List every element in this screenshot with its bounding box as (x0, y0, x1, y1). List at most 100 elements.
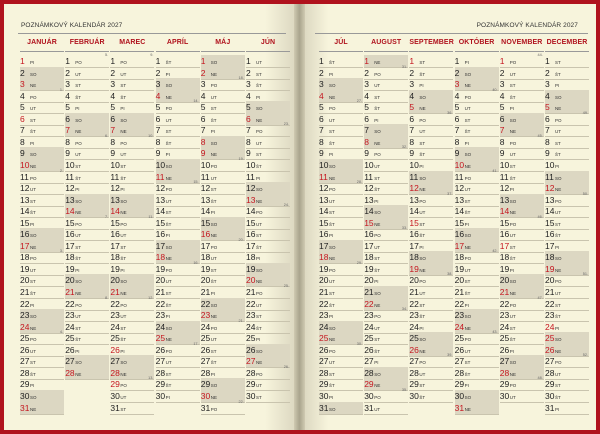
day-cell[interactable]: 16 UT (65, 228, 110, 242)
day-cell[interactable]: 1 ŠT (155, 55, 200, 68)
day-cell[interactable]: 29 NE (364, 378, 409, 392)
day-cell[interactable]: 29 ST (545, 378, 589, 392)
day-cell[interactable]: 14 NE (65, 205, 110, 219)
day-cell[interactable]: 9 ST (246, 147, 290, 161)
day-cell[interactable]: 19 UT (454, 263, 499, 276)
day-cell[interactable]: 19 ST (200, 263, 245, 276)
day-cell[interactable]: 7 ST (155, 124, 200, 138)
day-cell[interactable]: 4 PO 40. (454, 88, 499, 103)
day-cell[interactable]: 10 NE (20, 158, 64, 172)
day-cell[interactable]: 2 NE (200, 66, 245, 80)
day-cell[interactable]: 31 PI (545, 402, 589, 415)
day-cell[interactable]: 2 UT (499, 67, 544, 80)
day-cell[interactable]: 28 UT (409, 367, 454, 380)
day-cell[interactable]: 31 SO (319, 401, 363, 415)
day-cell[interactable]: 22 PO 8. (65, 296, 110, 311)
day-cell[interactable]: 10 ST (110, 159, 155, 172)
day-cell[interactable]: 15 PO 7. (65, 215, 110, 230)
day-cell[interactable]: 8 NE (364, 135, 409, 149)
day-cell[interactable]: 5 UT (20, 101, 64, 115)
day-cell[interactable]: 18 NE (155, 251, 200, 265)
day-cell[interactable]: 20 ST (20, 274, 64, 288)
day-cell[interactable]: 30 ST (246, 390, 290, 403)
day-cell[interactable]: 1 ST (545, 55, 589, 68)
day-cell[interactable]: 26 ŠT (364, 344, 409, 357)
day-cell[interactable]: 29 PO 13. (110, 376, 155, 392)
day-cell[interactable]: 20 UT (155, 274, 200, 288)
day-cell[interactable]: 28 ST (319, 367, 363, 380)
day-cell[interactable]: 31 UT (364, 402, 409, 415)
day-cell[interactable]: 28 PO 26. (246, 365, 290, 380)
day-cell[interactable]: 13 PO 50. (545, 192, 589, 207)
day-cell[interactable]: 20 ST (454, 274, 499, 288)
day-cell[interactable]: 23 UT (499, 309, 544, 323)
day-cell[interactable]: 21 ŠT (20, 286, 64, 299)
day-cell[interactable]: 21 NE (110, 286, 155, 299)
day-cell[interactable]: 5 PO 14. (155, 99, 200, 115)
day-cell[interactable]: 6 UT (155, 113, 200, 126)
day-cell[interactable]: 18 ŠT (65, 251, 110, 265)
day-cell[interactable]: 10 NE (454, 158, 499, 172)
day-cell[interactable]: 9 UT (499, 147, 544, 161)
day-cell[interactable]: 7 ST (319, 124, 363, 138)
day-cell[interactable]: 5 ST (200, 101, 245, 115)
day-cell[interactable]: 10 ŠT (246, 159, 290, 172)
day-cell[interactable]: 14 PO 24. (246, 203, 290, 219)
day-cell[interactable]: 5 ŠT (364, 101, 409, 115)
day-cell[interactable]: 29 ST (409, 378, 454, 392)
day-cell[interactable]: 25 PO 4. (20, 330, 64, 346)
day-cell[interactable]: 10 PO 19. (200, 157, 245, 172)
day-cell[interactable]: 19 PO 16. (155, 261, 200, 276)
day-cell[interactable]: 17 ŠT (246, 240, 290, 253)
day-cell[interactable]: 24 NE (454, 320, 499, 334)
day-cell[interactable]: 16 UT (110, 228, 155, 242)
day-cell[interactable]: 8 ŠT (319, 136, 363, 149)
day-cell[interactable]: 31 ST (110, 402, 155, 415)
day-cell[interactable]: 16 ST (246, 228, 290, 242)
day-cell[interactable]: 23 ŠT (409, 309, 454, 323)
day-cell[interactable]: 18 ST (364, 251, 409, 265)
day-cell[interactable]: 18 ŠT (110, 251, 155, 265)
day-cell[interactable]: 11 UT (200, 171, 245, 184)
day-cell[interactable]: 17 PO 20. (200, 238, 245, 253)
day-cell[interactable]: 6 NE (246, 112, 290, 126)
day-cell[interactable]: 27 UT (155, 355, 200, 369)
day-cell[interactable]: 2 ŠT (409, 67, 454, 80)
day-cell[interactable]: 11 NE (319, 170, 363, 184)
day-cell[interactable]: 16 ŠT (545, 228, 589, 242)
day-cell[interactable]: 30 PI (155, 390, 200, 403)
day-cell[interactable]: 27 ŠT (200, 355, 245, 369)
day-cell[interactable]: 20 NE (246, 274, 290, 288)
day-cell[interactable]: 23 NE (200, 309, 245, 323)
day-cell[interactable]: 21 NE (65, 286, 110, 299)
day-cell[interactable]: 9 ŠT (545, 147, 589, 161)
day-cell[interactable]: 29 ŠT (155, 378, 200, 392)
day-cell[interactable]: 26 PO 30. (319, 342, 363, 357)
day-cell[interactable]: 9 UT (65, 147, 110, 161)
day-cell[interactable]: 22 PO 47. (499, 296, 544, 311)
day-cell[interactable]: 9 PO 32. (364, 145, 409, 161)
day-cell[interactable]: 3 UT (364, 78, 409, 92)
day-cell[interactable]: 23 PO 34. (364, 307, 409, 323)
day-cell[interactable]: 29 PO 48. (499, 376, 544, 392)
day-cell[interactable]: 17 NE (20, 239, 64, 253)
day-cell[interactable]: 26 ST (200, 344, 245, 357)
day-cell[interactable]: 3 PO 18. (200, 76, 245, 92)
day-cell[interactable]: 21 PO 25. (246, 284, 290, 299)
day-cell[interactable]: 12 PO 15. (155, 180, 200, 196)
day-cell[interactable]: 21 ST (319, 286, 363, 299)
day-cell[interactable]: 4 PO 1. (20, 88, 64, 103)
day-cell[interactable]: 25 NE (319, 332, 363, 346)
day-cell[interactable]: 17 ST (499, 240, 544, 253)
day-cell[interactable]: 1 UT (246, 55, 290, 68)
day-cell[interactable]: 23 ŠT (545, 309, 589, 323)
day-cell[interactable]: 16 PO 33. (364, 226, 409, 242)
day-cell[interactable]: 12 PO 28. (319, 180, 363, 196)
day-cell[interactable]: 23 UT (110, 309, 155, 323)
day-cell[interactable]: 7 UT (409, 124, 454, 138)
day-cell[interactable]: 21 UT (545, 286, 589, 299)
day-cell[interactable]: 24 ŠT (246, 321, 290, 334)
day-cell[interactable]: 1 ST (409, 55, 454, 68)
day-cell[interactable]: 28 NE (65, 366, 110, 380)
day-cell[interactable]: 14 UT (545, 205, 589, 219)
